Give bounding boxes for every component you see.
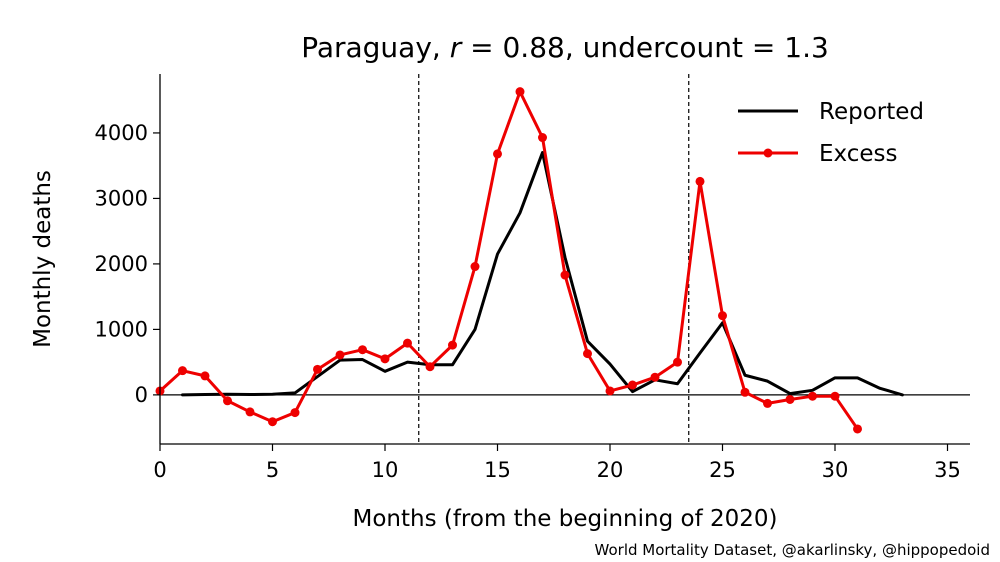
- excess-data-point: [290, 408, 300, 418]
- plot-area: [155, 74, 970, 444]
- excess-data-point: [268, 417, 277, 427]
- reported-legend-label: Reported: [819, 99, 924, 125]
- excess-data-point: [718, 311, 727, 321]
- excess-data-point: [313, 364, 322, 374]
- chart-title-country: Paraguay,: [301, 31, 450, 64]
- y-axis-ticks: 0 1000 2000 3000 4000: [95, 121, 160, 407]
- x-tick-label: 10: [372, 458, 399, 482]
- excess-data-point: [605, 386, 615, 396]
- x-tick-label: 30: [822, 458, 849, 482]
- excess-data-point: [650, 372, 660, 382]
- excess-data-point: [448, 340, 457, 350]
- excess-data-point: [763, 398, 772, 408]
- excess-data-point: [673, 357, 682, 367]
- chart-title-rest: = 0.88, undercount = 1.3: [461, 31, 829, 64]
- chart-title-r-symbol: r: [450, 31, 463, 64]
- y-tick-label: 0: [135, 383, 148, 407]
- excess-data-point: [785, 394, 795, 404]
- reported-series-line: [181, 151, 904, 397]
- excess-data-point: [560, 270, 570, 280]
- excess-data-point: [380, 354, 390, 364]
- excess-data-point: [808, 391, 817, 401]
- y-tick-label: 1000: [95, 317, 148, 341]
- y-tick-label: 4000: [95, 121, 148, 145]
- excess-data-point: [695, 176, 705, 186]
- x-axis-label: Months (from the beginning of 2020): [352, 506, 777, 532]
- excess-data-point: [200, 371, 210, 381]
- excess-data-point: [403, 338, 412, 348]
- excess-data-point: [178, 366, 187, 376]
- y-tick-label: 2000: [95, 252, 148, 276]
- excess-data-point: [335, 350, 345, 360]
- excess-data-point: [425, 362, 435, 372]
- x-tick-label: 20: [597, 458, 624, 482]
- source-credit: World Mortality Dataset, @akarlinsky, @h…: [595, 541, 990, 559]
- y-tick-label: 3000: [95, 186, 148, 210]
- y-axis-label: Monthly deaths: [30, 170, 56, 348]
- excess-data-point: [740, 387, 750, 397]
- excess-data-point: [583, 349, 592, 359]
- chart-title: Paraguay, r = 0.88, undercount = 1.3: [301, 31, 829, 64]
- excess-data-point: [223, 396, 232, 406]
- excess-data-point: [628, 380, 637, 390]
- excess-legend-marker: [763, 148, 773, 158]
- x-tick-label: 0: [153, 458, 166, 482]
- x-tick-label: 5: [266, 458, 279, 482]
- excess-data-point: [538, 133, 547, 143]
- legend: Reported Excess: [738, 99, 924, 167]
- excess-data-point: [853, 424, 862, 434]
- excess-data-point: [493, 149, 502, 159]
- excess-legend-label: Excess: [819, 141, 898, 167]
- excess-data-point: [358, 345, 367, 355]
- x-tick-label: 35: [934, 458, 961, 482]
- excess-data-point: [515, 87, 525, 97]
- excess-data-point: [245, 407, 255, 417]
- x-tick-label: 25: [709, 458, 736, 482]
- x-tick-label: 15: [484, 458, 511, 482]
- excess-data-point: [470, 262, 480, 272]
- x-axis-ticks: 0 5 10 15 20 25 30 35: [153, 444, 961, 482]
- excess-data-point: [830, 391, 840, 401]
